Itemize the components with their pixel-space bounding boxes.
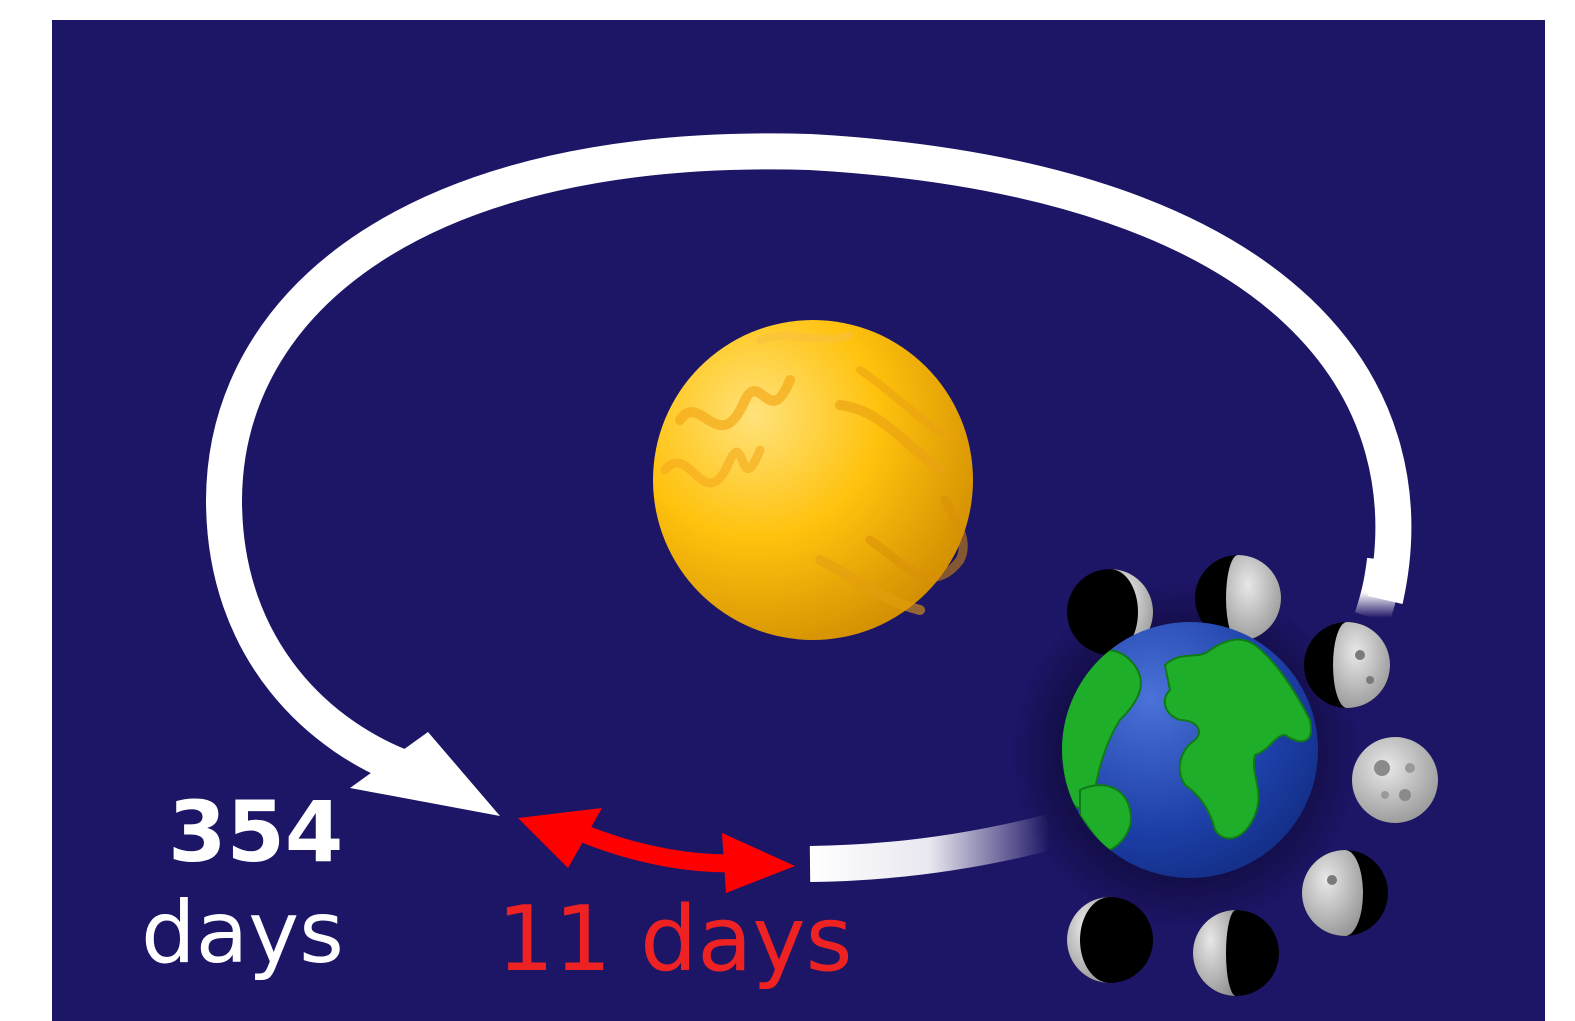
lunar-year-unit: days — [141, 883, 344, 983]
orbit-fade-upper — [1354, 557, 1403, 624]
orbit-path — [205, 133, 1412, 790]
difference-arrowhead-right — [722, 833, 795, 893]
moon-phase-icon — [1302, 850, 1388, 936]
orbit-arrowhead — [350, 732, 500, 816]
moon-phase-icon — [1352, 737, 1438, 823]
moon-phase-icon — [1067, 897, 1153, 983]
orbit-lower-segment — [809, 814, 1055, 882]
difference-arrowhead-left — [518, 808, 602, 868]
moon-phase-icon — [1195, 555, 1281, 641]
earth-icon — [1062, 622, 1318, 878]
lunar-year-value: 354 — [168, 783, 344, 881]
moon-phase-icon — [1193, 910, 1279, 996]
moon-phase-icon — [1304, 622, 1390, 708]
difference-label: 11 days — [497, 887, 853, 992]
sun-icon — [653, 320, 973, 640]
